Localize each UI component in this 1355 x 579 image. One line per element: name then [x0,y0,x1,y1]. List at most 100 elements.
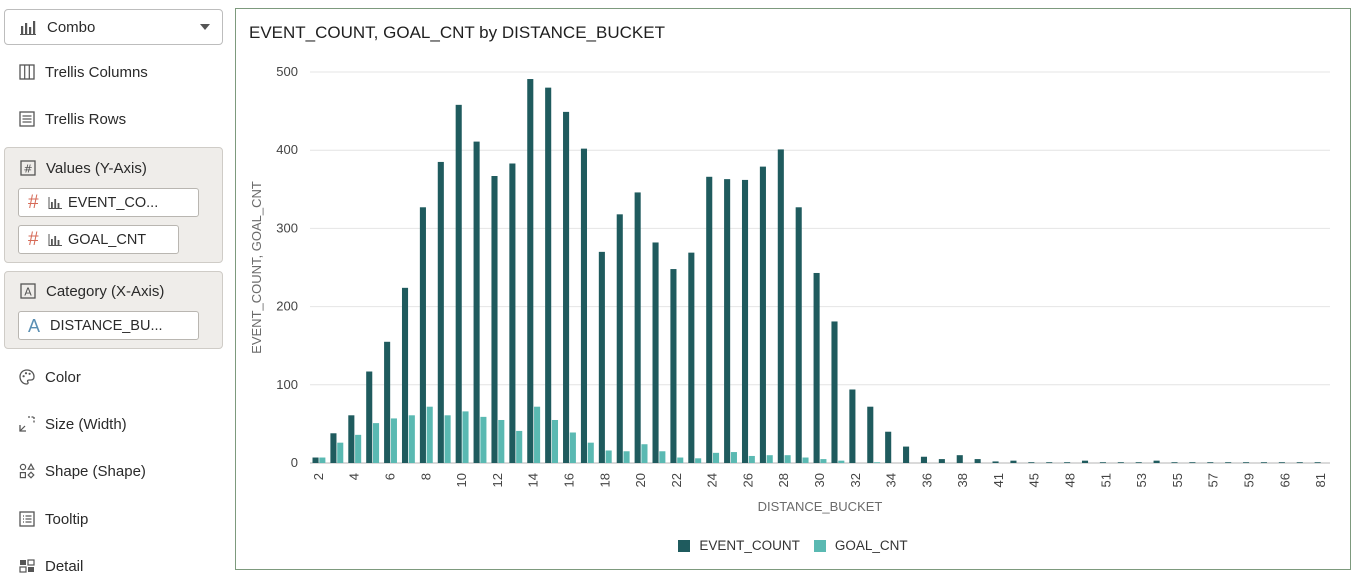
bar-event-count[interactable] [1207,462,1214,464]
bar-goal-cnt[interactable] [838,460,845,463]
bar-goal-cnt[interactable] [498,419,505,463]
bar-goal-cnt[interactable] [426,406,433,463]
bar-goal-cnt[interactable] [337,442,344,463]
bar-goal-cnt[interactable] [462,411,469,463]
bar-goal-cnt[interactable] [444,415,451,463]
bar-goal-cnt[interactable] [355,434,362,463]
bar-event-count[interactable] [724,179,731,463]
bar-goal-cnt[interactable] [587,442,594,463]
chart-canvas[interactable]: EVENT_COUNT, GOAL_CNT by DISTANCE_BUCKET… [235,8,1351,570]
shape-row[interactable]: Shape (Shape) [18,458,146,484]
bar-event-count[interactable] [974,459,981,463]
bar-event-count[interactable] [1278,462,1285,464]
bar-event-count[interactable] [938,459,945,463]
bar-event-count[interactable] [777,149,784,463]
bar-event-count[interactable] [527,79,534,464]
bar-event-count[interactable] [1153,460,1160,463]
trellis-rows-row[interactable]: Trellis Rows [18,106,126,132]
bar-goal-cnt[interactable] [874,462,881,464]
bar-event-count[interactable] [652,242,659,463]
bar-goal-cnt[interactable] [766,455,773,463]
bar-event-count[interactable] [1099,462,1106,464]
bar-event-count[interactable] [455,104,462,464]
bar-event-count[interactable] [401,287,409,463]
category-pill-distance-bucket[interactable]: A DISTANCE_BU... [18,311,199,340]
bar-goal-cnt[interactable] [534,406,541,463]
bar-event-count[interactable] [688,252,695,463]
bar-event-count[interactable] [1046,462,1053,464]
bar-event-count[interactable] [992,461,999,463]
bar-event-count[interactable] [920,456,928,463]
bar-goal-cnt[interactable] [605,450,612,463]
bar-event-count[interactable] [1296,462,1303,464]
bar-event-count[interactable] [885,431,892,463]
bar-goal-cnt[interactable] [784,455,791,463]
bar-event-count[interactable] [1081,460,1089,463]
bar-event-count[interactable] [580,148,588,464]
bar-event-count[interactable] [1243,462,1250,464]
size-row[interactable]: Size (Width) [18,411,127,437]
bar-goal-cnt[interactable] [551,419,559,463]
bar-event-count[interactable] [419,207,426,463]
bar-goal-cnt[interactable] [480,416,487,463]
category-drop-zone[interactable]: A Category (X-Axis) A DISTANCE_BU... [4,271,223,349]
bar-event-count[interactable] [795,207,802,463]
detail-row[interactable]: Detail [18,553,83,579]
bar-event-count[interactable] [437,161,444,463]
bar-event-count[interactable] [563,111,570,463]
values-drop-zone[interactable]: # Values (Y-Axis) # EVENT_CO... # [4,147,223,263]
bar-event-count[interactable] [473,141,480,463]
bar-event-count[interactable] [634,192,641,464]
bar-event-count[interactable] [1189,462,1196,464]
bar-event-count[interactable] [1010,460,1017,463]
bar-goal-cnt[interactable] [641,444,648,463]
values-pill-goal-cnt[interactable]: # GOAL_CNT [18,225,179,254]
bar-event-count[interactable] [1028,462,1035,464]
bar-goal-cnt[interactable] [802,457,809,463]
bar-event-count[interactable] [366,371,373,463]
bar-goal-cnt[interactable] [390,418,397,463]
values-pill-event-count[interactable]: # EVENT_CO... [18,188,199,217]
bar-event-count[interactable] [670,269,677,463]
bar-event-count[interactable] [1225,462,1232,464]
bar-event-count[interactable] [598,251,605,463]
bar-goal-cnt[interactable] [516,430,523,463]
bar-goal-cnt[interactable] [408,415,415,463]
bar-event-count[interactable] [1064,462,1071,464]
bar-goal-cnt[interactable] [372,423,380,463]
bar-goal-cnt[interactable] [695,458,702,463]
bar-event-count[interactable] [348,415,355,463]
bar-goal-cnt[interactable] [820,459,827,463]
bar-goal-cnt[interactable] [730,452,737,463]
bar-event-count[interactable] [956,455,963,463]
bar-goal-cnt[interactable] [319,457,326,463]
bar-event-count[interactable] [312,457,319,463]
bar-event-count[interactable] [813,272,820,463]
bar-event-count[interactable] [1171,462,1178,464]
legend-item-goal-cnt[interactable]: GOAL_CNT [813,538,908,553]
bar-goal-cnt[interactable] [712,452,720,463]
bar-event-count[interactable] [616,214,623,463]
bar-event-count[interactable] [706,176,713,463]
bar-event-count[interactable] [903,446,910,463]
bar-event-count[interactable] [491,176,498,464]
bar-event-count[interactable] [1260,462,1268,464]
bar-event-count[interactable] [741,179,749,463]
bar-event-count[interactable] [759,166,766,463]
bar-goal-cnt[interactable] [623,451,630,463]
bar-event-count[interactable] [384,341,391,463]
bar-event-count[interactable] [509,163,516,463]
color-row[interactable]: Color [18,364,81,390]
bar-event-count[interactable] [1314,462,1321,464]
bar-goal-cnt[interactable] [748,455,755,463]
chart-type-dropdown[interactable]: Combo [4,9,223,45]
trellis-columns-row[interactable]: Trellis Columns [18,59,148,85]
bar-event-count[interactable] [867,406,874,463]
bar-goal-cnt[interactable] [569,432,576,463]
bar-event-count[interactable] [849,389,856,463]
bar-event-count[interactable] [1117,462,1124,464]
tooltip-row[interactable]: Tooltip [18,506,88,532]
bar-event-count[interactable] [1135,462,1142,464]
bar-goal-cnt[interactable] [659,451,666,463]
